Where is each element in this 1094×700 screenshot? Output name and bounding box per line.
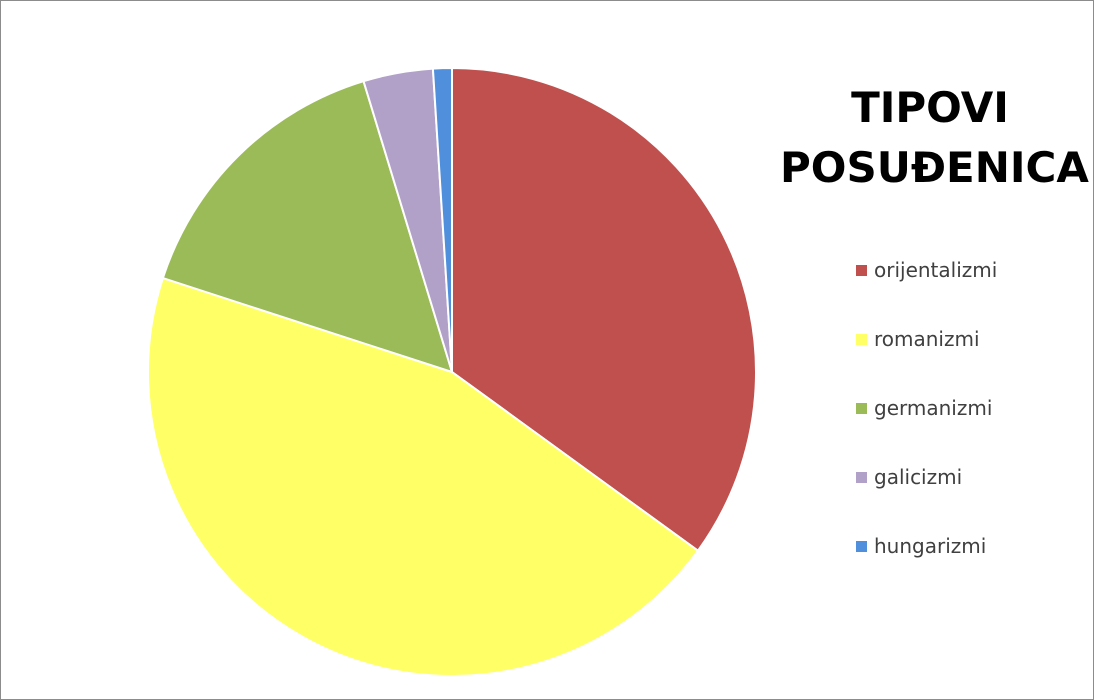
pie-slices [147,67,757,677]
pie-slice-romanizmi [147,277,699,677]
pie-slice-hungarizmi [431,67,453,373]
legend-item-romanizmi: romanizmi [856,324,980,354]
legend-label-romanizmi: romanizmi [874,327,980,351]
legend-item-hungarizmi: hungarizmi [856,531,986,561]
chart-title-line-2: POSUĐENICA [780,143,1089,192]
pie-slice-germanizmi [161,80,453,373]
legend-item-germanizmi: germanizmi [856,393,992,423]
legend-swatch-romanizmi [856,333,867,345]
legend-label-hungarizmi: hungarizmi [874,534,987,558]
legend-swatch-hungarizmi [856,540,867,552]
legend-label-germanizmi: germanizmi [874,396,993,420]
legend-swatch-germanizmi [856,402,867,414]
legend-swatch-galicizmi [856,471,867,483]
legend-swatch-orijentalizmi [856,264,867,276]
legend-item-orijentalizmi: orijentalizmi [856,255,997,285]
chart-title-line-1: TIPOVI [851,83,1009,132]
legend-label-orijentalizmi: orijentalizmi [874,258,998,282]
chart-title: TIPOVI POSUĐENICA [780,78,1089,198]
pie-slice-orijentalizmi [451,67,757,552]
legend-item-galicizmi: galicizmi [856,462,962,492]
legend-label-galicizmi: galicizmi [874,465,963,489]
